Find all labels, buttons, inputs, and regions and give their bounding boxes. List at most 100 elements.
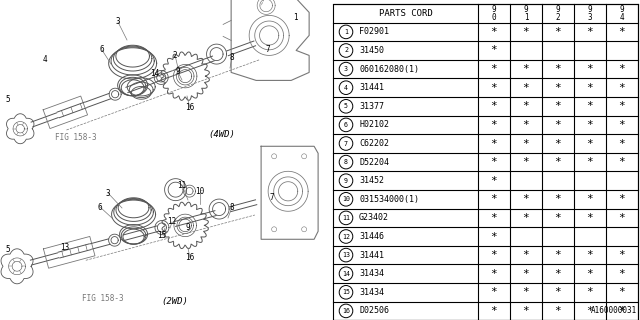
Text: 12: 12 (342, 234, 350, 239)
Text: 31441: 31441 (359, 83, 384, 92)
Text: *: * (619, 83, 625, 93)
Text: *: * (587, 213, 593, 223)
Text: G23402: G23402 (359, 213, 389, 222)
Text: 8: 8 (344, 159, 348, 165)
Text: 9
0: 9 0 (492, 5, 496, 22)
Text: 16: 16 (186, 103, 195, 113)
Text: 16: 16 (186, 253, 195, 262)
Text: *: * (587, 120, 593, 130)
Text: 8: 8 (230, 52, 234, 61)
Text: C62202: C62202 (359, 139, 389, 148)
Text: D02506: D02506 (359, 307, 389, 316)
Text: *: * (555, 213, 561, 223)
Text: *: * (555, 101, 561, 111)
Text: *: * (619, 306, 625, 316)
Text: H02102: H02102 (359, 120, 389, 129)
Text: 4: 4 (344, 85, 348, 91)
Text: 3: 3 (116, 18, 120, 27)
Text: 13: 13 (342, 252, 350, 258)
Text: *: * (491, 194, 497, 204)
Text: *: * (587, 194, 593, 204)
Text: 9
1: 9 1 (524, 5, 528, 22)
Text: *: * (491, 306, 497, 316)
Text: 031534000(1): 031534000(1) (359, 195, 419, 204)
Text: A160000031: A160000031 (591, 306, 637, 315)
Text: *: * (587, 64, 593, 74)
Text: *: * (555, 27, 561, 37)
Text: 31434: 31434 (359, 269, 384, 278)
Text: 10: 10 (342, 196, 350, 202)
Text: *: * (619, 139, 625, 148)
Text: *: * (523, 250, 529, 260)
Text: 31434: 31434 (359, 288, 384, 297)
Text: *: * (491, 176, 497, 186)
Text: 3: 3 (344, 66, 348, 72)
Text: 31452: 31452 (359, 176, 384, 185)
Text: *: * (491, 250, 497, 260)
Text: *: * (555, 250, 561, 260)
Text: 5: 5 (344, 103, 348, 109)
Text: *: * (587, 139, 593, 148)
Text: 10: 10 (195, 188, 205, 196)
Text: 12: 12 (168, 218, 177, 227)
Text: PARTS CORD: PARTS CORD (379, 9, 433, 18)
Text: 15: 15 (157, 230, 166, 239)
Text: *: * (491, 45, 497, 55)
Text: *: * (619, 27, 625, 37)
Text: 7: 7 (266, 45, 270, 54)
Text: *: * (523, 194, 529, 204)
Text: 9
4: 9 4 (620, 5, 624, 22)
Text: 31446: 31446 (359, 232, 384, 241)
Text: *: * (619, 120, 625, 130)
Text: *: * (491, 83, 497, 93)
Text: 3: 3 (106, 188, 110, 197)
Text: *: * (555, 83, 561, 93)
Text: 31377: 31377 (359, 102, 384, 111)
Text: *: * (523, 120, 529, 130)
Text: *: * (523, 287, 529, 297)
Text: 060162080(1): 060162080(1) (359, 65, 419, 74)
Text: *: * (555, 194, 561, 204)
Text: *: * (555, 269, 561, 279)
Text: 13: 13 (60, 244, 70, 252)
Text: D52204: D52204 (359, 158, 389, 167)
Text: (4WD): (4WD) (209, 130, 236, 139)
Text: *: * (555, 120, 561, 130)
Text: 2: 2 (173, 51, 177, 60)
Text: 6: 6 (344, 122, 348, 128)
Text: *: * (619, 287, 625, 297)
Text: *: * (523, 306, 529, 316)
Text: *: * (523, 101, 529, 111)
Text: *: * (555, 157, 561, 167)
Text: *: * (619, 213, 625, 223)
Text: 16: 16 (342, 308, 350, 314)
Text: *: * (491, 139, 497, 148)
Text: *: * (523, 269, 529, 279)
Text: 14: 14 (342, 271, 350, 277)
Text: *: * (523, 27, 529, 37)
Text: 9
2: 9 2 (556, 5, 560, 22)
Text: (2WD): (2WD) (161, 297, 188, 306)
Text: *: * (587, 306, 593, 316)
Text: *: * (619, 269, 625, 279)
Text: *: * (491, 213, 497, 223)
Text: *: * (587, 101, 593, 111)
Text: 11: 11 (342, 215, 350, 221)
Text: FIG 158-3: FIG 158-3 (55, 133, 97, 142)
Text: *: * (619, 101, 625, 111)
Text: *: * (523, 139, 529, 148)
Text: 31441: 31441 (359, 251, 384, 260)
Text: *: * (491, 120, 497, 130)
Text: 14: 14 (150, 68, 159, 77)
Text: *: * (619, 64, 625, 74)
Text: *: * (555, 306, 561, 316)
Text: 8: 8 (230, 203, 234, 212)
Text: 1: 1 (344, 29, 348, 35)
Text: *: * (555, 64, 561, 74)
Text: 5: 5 (6, 95, 10, 105)
Text: *: * (555, 139, 561, 148)
Text: *: * (587, 250, 593, 260)
Text: 2: 2 (344, 47, 348, 53)
Text: *: * (587, 27, 593, 37)
Text: *: * (587, 157, 593, 167)
